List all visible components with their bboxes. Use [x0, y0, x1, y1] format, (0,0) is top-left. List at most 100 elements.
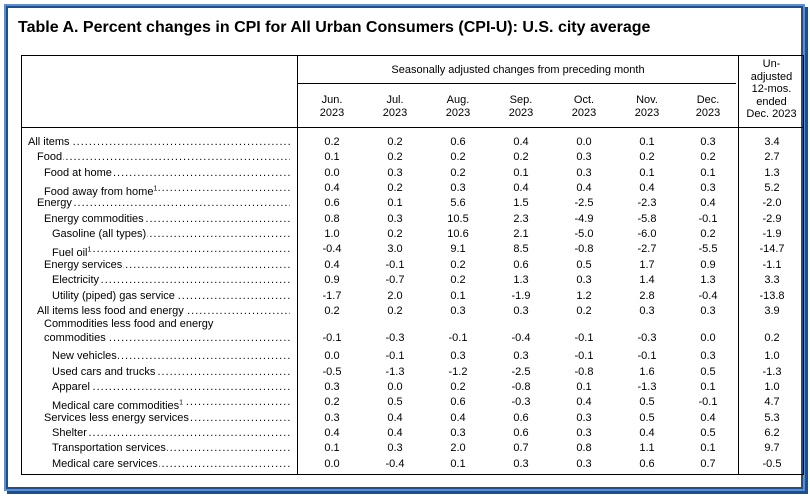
cell-monthly-change: 10.6: [447, 228, 469, 241]
cell-monthly-change: 0.1: [576, 380, 592, 393]
cell-monthly-change: -5.0: [574, 228, 594, 241]
cell-monthly-change: 0.5: [639, 411, 655, 424]
cell-monthly-change: 0.2: [324, 396, 340, 409]
cell-monthly-change: 1.2: [576, 289, 592, 302]
cell-monthly-change: 3.0: [387, 243, 403, 256]
cell-monthly-change: 0.6: [513, 411, 529, 424]
cell-monthly-change: 0.2: [450, 166, 466, 179]
cell-12-month-change: -1.3: [762, 365, 782, 378]
unadjusted-column-divider: [738, 56, 739, 474]
row-label-text: commodities: [44, 332, 107, 345]
cell-monthly-change: 0.4: [450, 411, 466, 424]
cell-monthly-change: 0.1: [700, 380, 716, 393]
cell-monthly-change: 0.3: [387, 442, 403, 455]
row-label-text: Energy: [37, 197, 73, 210]
column-header-year: 2023: [508, 107, 534, 119]
row-label-text: Apparel: [52, 380, 91, 393]
cell-12-month-change: 0.2: [764, 332, 780, 345]
column-header-6: Dec. 2023: [677, 94, 739, 120]
column-header-year: 2023: [634, 107, 660, 119]
table-row: All items less food and energy 0.2 0.2 0.3 0…: [22, 304, 803, 319]
cell-monthly-change: 0.3: [576, 411, 592, 424]
table-row: Services less energy services 0.3 0.4 0.4 0.…: [22, 411, 803, 426]
row-label: Food: [37, 150, 290, 165]
cell-monthly-change: 0.4: [324, 426, 340, 439]
table-row: Energy 0.6 0.1 5.6 1.5 -2.5 -2.3 0.4 -2.0: [22, 196, 803, 211]
cell-monthly-change: 0.2: [700, 151, 716, 164]
cell-monthly-change: 0.1: [324, 151, 340, 164]
cell-12-month-change: 1.0: [764, 350, 780, 363]
column-header-5: Nov. 2023: [616, 94, 678, 120]
table-row: Transportation services 0.1 0.3 2.0 0.7 0.8 1.…: [22, 441, 803, 456]
cell-monthly-change: -1.3: [637, 380, 657, 393]
cell-monthly-change: 0.1: [324, 442, 340, 455]
row-label-text: Commodities less food and energy: [44, 318, 215, 331]
cell-12-month-change: 1.0: [764, 380, 780, 393]
cell-monthly-change: 0.1: [450, 289, 466, 302]
label-column-divider: [297, 56, 298, 474]
cell-monthly-change: -0.1: [637, 350, 657, 363]
cell-monthly-change: 0.2: [387, 151, 403, 164]
row-label-text: Shelter: [52, 426, 88, 439]
cell-monthly-change: 0.3: [387, 166, 403, 179]
cell-monthly-change: 0.3: [450, 182, 466, 195]
cell-monthly-change: -0.1: [698, 212, 718, 225]
cell-12-month-change: 4.7: [764, 396, 780, 409]
footnote-marker: 1: [87, 246, 92, 254]
cell-12-month-change: 5.2: [764, 182, 780, 195]
cell-monthly-change: 0.3: [576, 457, 592, 470]
column-header-month: Jun.: [321, 94, 343, 106]
cell-monthly-change: -0.1: [448, 332, 468, 345]
cell-monthly-change: 0.2: [450, 274, 466, 287]
row-label-text: Medical care services: [52, 457, 159, 470]
cell-monthly-change: 0.5: [639, 396, 655, 409]
cell-monthly-change: -0.3: [637, 332, 657, 345]
cell-monthly-change: 0.0: [700, 332, 716, 345]
cell-monthly-change: 0.3: [700, 182, 716, 195]
cell-monthly-change: 10.5: [447, 212, 469, 225]
cell-monthly-change: 0.2: [576, 304, 592, 317]
cell-monthly-change: -5.8: [637, 212, 657, 225]
unadjusted-header-line: Un-: [762, 58, 781, 70]
cell-monthly-change: 0.7: [700, 457, 716, 470]
cell-monthly-change: 1.3: [513, 274, 529, 287]
table-title: Table A. Percent changes in CPI for All …: [18, 19, 651, 36]
row-label: All items less food and energy: [37, 304, 290, 319]
cell-monthly-change: 0.4: [700, 197, 716, 210]
column-header-month: Aug.: [446, 94, 470, 106]
table-row: Food at home 0.0 0.3 0.2 0.1 0.3 0.1 0.1 1.3: [22, 166, 803, 181]
cell-monthly-change: -0.1: [322, 332, 342, 345]
column-header-year: 2023: [571, 107, 597, 119]
row-label: Apparel: [52, 380, 290, 395]
row-label-text: Transportation services: [52, 442, 167, 455]
column-header-month: Sep.: [509, 94, 533, 106]
cell-monthly-change: -0.8: [574, 243, 594, 256]
cell-monthly-change: 0.2: [639, 151, 655, 164]
cell-monthly-change: 1.1: [639, 442, 655, 455]
column-header-0: Jun. 2023: [301, 94, 363, 120]
cell-monthly-change: 0.0: [576, 136, 592, 148]
cell-monthly-change: 0.3: [324, 411, 340, 424]
cell-monthly-change: 0.2: [387, 228, 403, 241]
row-label-text: All items less food and energy: [37, 304, 185, 317]
cell-monthly-change: 0.4: [639, 426, 655, 439]
row-label-text: New vehicles: [52, 350, 118, 363]
cell-monthly-change: -0.4: [385, 457, 405, 470]
cell-monthly-change: 0.9: [324, 274, 340, 287]
cell-monthly-change: -0.8: [574, 365, 594, 378]
cell-monthly-change: 1.6: [639, 365, 655, 378]
cell-monthly-change: -1.9: [511, 289, 531, 302]
column-header-month: Dec.: [696, 94, 720, 106]
span-header-rule: [297, 83, 736, 84]
column-header-1: Jul. 2023: [364, 94, 426, 120]
cell-monthly-change: -0.1: [385, 258, 405, 271]
table-frame: Table A. Percent changes in CPI for All …: [4, 4, 805, 491]
column-header-year: 2023: [382, 107, 408, 119]
column-header-year: 2023: [319, 107, 345, 119]
cell-12-month-change: -2.0: [762, 197, 782, 210]
cell-monthly-change: 0.4: [576, 396, 592, 409]
cell-monthly-change: 0.3: [576, 166, 592, 179]
cell-12-month-change: 3.3: [764, 274, 780, 287]
cell-12-month-change: -2.9: [762, 212, 782, 225]
cell-monthly-change: 0.3: [700, 304, 716, 317]
